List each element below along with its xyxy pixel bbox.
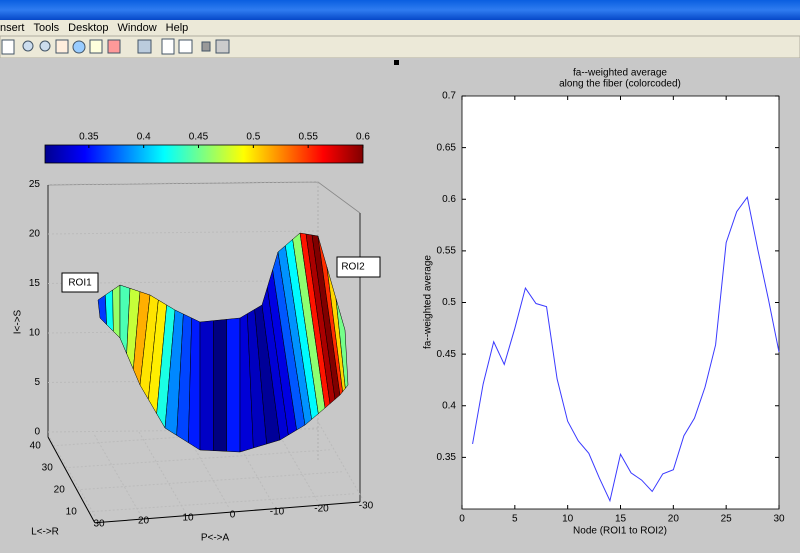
tool-button[interactable] bbox=[202, 42, 210, 51]
y-axis-label-3d: L<->R bbox=[31, 527, 59, 538]
menu-item[interactable]: Window bbox=[118, 22, 157, 34]
surface-strip bbox=[227, 318, 240, 452]
tool-button[interactable] bbox=[162, 39, 174, 54]
x-tick-label: 10 bbox=[562, 514, 574, 525]
z-tick-label: 0 bbox=[34, 427, 40, 438]
menu-item[interactable]: Desktop bbox=[68, 22, 108, 34]
tool-button[interactable] bbox=[56, 40, 68, 53]
colorbar bbox=[45, 145, 363, 163]
menu-item[interactable]: Tools bbox=[33, 22, 59, 34]
y-axis-label: fa--weighted average bbox=[423, 255, 434, 349]
x-tick-label: 5 bbox=[512, 514, 518, 525]
y-tick-label: 0.7 bbox=[442, 91, 456, 102]
y-tick-label: 0.4 bbox=[442, 400, 456, 411]
y-tick-label: 0.55 bbox=[437, 246, 457, 257]
z-axis-label: I<->S bbox=[13, 309, 24, 334]
x-tick-label: 25 bbox=[721, 514, 733, 525]
x-tick-label: 0 bbox=[459, 514, 465, 525]
x-tick-label: 20 bbox=[668, 514, 680, 525]
annotation: ROI1 bbox=[68, 278, 92, 289]
x-tick-label: 15 bbox=[615, 514, 627, 525]
x-tick-label-3d: 10 bbox=[182, 513, 194, 524]
tool-button[interactable] bbox=[90, 40, 102, 53]
tool-button[interactable] bbox=[73, 41, 85, 53]
x-tick-label-3d: 0 bbox=[230, 510, 236, 521]
colorbar-tick-label: 0.4 bbox=[137, 132, 151, 143]
y-tick-label: 0.65 bbox=[437, 142, 457, 153]
y-tick-label-3d: 30 bbox=[42, 462, 54, 473]
colorbar-tick-label: 0.6 bbox=[356, 132, 370, 143]
y-tick-label-3d: 40 bbox=[30, 440, 42, 451]
surface-strip bbox=[113, 285, 120, 338]
x-tick-label-3d: -30 bbox=[359, 501, 374, 512]
y-tick-label: 0.6 bbox=[442, 194, 456, 205]
plot-area bbox=[462, 96, 779, 509]
colorbar-tick-label: 0.55 bbox=[298, 132, 318, 143]
tool-button[interactable] bbox=[216, 40, 229, 53]
handle bbox=[394, 60, 399, 65]
tool-button[interactable] bbox=[40, 41, 50, 51]
colorbar-tick-label: 0.35 bbox=[79, 132, 99, 143]
tool-button[interactable] bbox=[23, 41, 33, 51]
tool-button[interactable] bbox=[179, 40, 192, 53]
tool-button[interactable] bbox=[108, 40, 120, 53]
surface-strip bbox=[200, 321, 213, 451]
chart-title: along the fiber (colorcoded) bbox=[559, 79, 681, 90]
x-tick-label-3d: -20 bbox=[314, 504, 329, 515]
y-tick-label: 0.35 bbox=[437, 452, 457, 463]
colorbar-tick-label: 0.45 bbox=[189, 132, 209, 143]
x-axis-label: Node (ROI1 to ROI2) bbox=[573, 526, 667, 537]
x-tick-label: 30 bbox=[773, 514, 785, 525]
title-bar bbox=[0, 0, 800, 20]
tool-button[interactable] bbox=[2, 40, 14, 54]
z-tick-label: 5 bbox=[34, 377, 40, 388]
annotation: ROI2 bbox=[341, 262, 365, 273]
menu-item[interactable]: nsert bbox=[0, 22, 24, 34]
tool-button[interactable] bbox=[138, 40, 151, 53]
x-tick-label-3d: -10 bbox=[270, 507, 285, 518]
y-tick-label: 0.5 bbox=[442, 297, 456, 308]
chart-title: fa--weighted average bbox=[573, 68, 667, 79]
x-tick-label-3d: 30 bbox=[93, 519, 105, 530]
x-axis-label-3d: P<->A bbox=[201, 533, 230, 544]
z-tick-label: 25 bbox=[29, 179, 41, 190]
y-tick-label-3d: 10 bbox=[66, 506, 78, 517]
z-tick-label: 10 bbox=[29, 328, 41, 339]
z-tick-label: 15 bbox=[29, 278, 41, 289]
y-tick-label: 0.45 bbox=[437, 349, 457, 360]
surface-strip bbox=[213, 319, 226, 451]
x-tick-label-3d: 20 bbox=[138, 516, 150, 527]
y-tick-label-3d: 20 bbox=[54, 484, 66, 495]
menu-item[interactable]: Help bbox=[166, 22, 189, 34]
colorbar-tick-label: 0.5 bbox=[246, 132, 260, 143]
z-tick-label: 20 bbox=[29, 229, 41, 240]
